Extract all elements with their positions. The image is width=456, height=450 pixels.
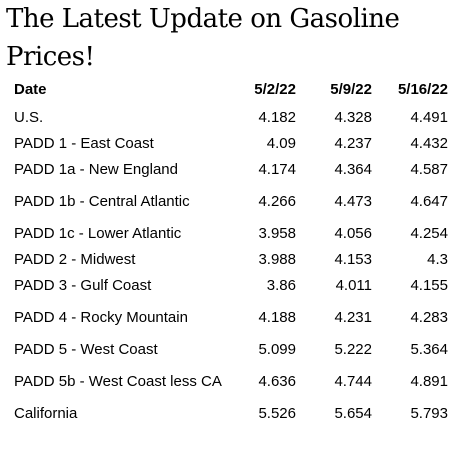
price-cell: 3.86 [266, 276, 296, 294]
row-label: PADD 1b - Central Atlantic [14, 192, 190, 210]
page-title: The Latest Update on Gasoline Prices! [6, 4, 400, 72]
column-header-date: Date [14, 80, 47, 98]
row-label: PADD 1c - Lower Atlantic [14, 224, 182, 242]
row-label: PADD 2 - Midwest [14, 250, 136, 268]
price-cell: 4.473 [334, 192, 372, 210]
header-row: Date 5/2/22 5/9/22 5/16/22 [8, 78, 454, 104]
price-cell: 4.254 [410, 224, 448, 242]
price-cell: 4.891 [410, 372, 448, 390]
table-row: PADD 1 - East Coast 4.09 4.237 4.432 [8, 130, 454, 156]
table-row: PADD 2 - Midwest 3.988 4.153 4.3 [8, 246, 454, 272]
price-cell: 4.328 [334, 108, 372, 126]
row-label: PADD 5 - West Coast [14, 340, 158, 358]
price-cell: 4.266 [258, 192, 296, 210]
price-cell: 4.636 [258, 372, 296, 390]
table-row: California 5.526 5.654 5.793 [8, 400, 454, 426]
price-cell: 4.155 [410, 276, 448, 294]
row-label: PADD 3 - Gulf Coast [14, 276, 152, 294]
price-cell: 5.526 [258, 404, 296, 422]
column-header-week-1: 5/2/22 [254, 80, 296, 98]
price-cell: 4.283 [410, 308, 448, 326]
table-row: PADD 1a - New England 4.174 4.364 4.587 [8, 156, 454, 182]
price-cell: 4.647 [410, 192, 448, 210]
row-label: PADD 5b - West Coast less CA [14, 372, 222, 390]
price-cell: 4.364 [334, 160, 372, 178]
table-row: PADD 1b - Central Atlantic 4.266 4.473 4… [8, 182, 454, 220]
price-cell: 4.587 [410, 160, 448, 178]
price-cell: 4.011 [335, 276, 372, 294]
price-cell: 4.174 [258, 160, 296, 178]
price-cell: 4.237 [334, 134, 372, 152]
price-cell: 5.364 [410, 340, 448, 358]
price-cell: 5.793 [410, 404, 448, 422]
price-cell: 3.958 [258, 224, 296, 242]
price-cell: 5.222 [334, 340, 372, 358]
table-row: PADD 3 - Gulf Coast 3.86 4.011 4.155 [8, 272, 454, 298]
row-label: PADD 1a - New England [14, 160, 178, 178]
row-label: California [14, 404, 78, 422]
gas-price-table: Date 5/2/22 5/9/22 5/16/22 U.S. 4.182 4.… [8, 78, 454, 426]
price-cell: 4.491 [410, 108, 448, 126]
table-row: PADD 1c - Lower Atlantic 3.958 4.056 4.2… [8, 220, 454, 246]
row-label: PADD 4 - Rocky Mountain [14, 308, 188, 326]
price-cell: 5.099 [258, 340, 296, 358]
table-row: PADD 5 - West Coast 5.099 5.222 5.364 [8, 336, 454, 362]
table-row: PADD 4 - Rocky Mountain 4.188 4.231 4.28… [8, 298, 454, 336]
price-cell: 4.744 [334, 372, 372, 390]
price-cell: 4.056 [334, 224, 372, 242]
column-header-week-2: 5/9/22 [330, 80, 372, 98]
price-cell: 4.432 [410, 134, 448, 152]
table-row: U.S. 4.182 4.328 4.491 [8, 104, 454, 130]
column-header-week-3: 5/16/22 [397, 80, 448, 98]
row-label: PADD 1 - East Coast [14, 134, 154, 152]
price-cell: 4.188 [258, 308, 296, 326]
price-cell: 4.09 [266, 134, 296, 152]
price-cell: 4.153 [334, 250, 372, 268]
price-cell: 3.988 [258, 250, 296, 268]
price-cell: 4.3 [427, 250, 448, 268]
price-cell: 4.182 [258, 108, 296, 126]
row-label: U.S. [14, 108, 44, 126]
table-row: PADD 5b - West Coast less CA 4.636 4.744… [8, 362, 454, 400]
price-cell: 5.654 [334, 404, 372, 422]
price-cell: 4.231 [334, 308, 372, 326]
